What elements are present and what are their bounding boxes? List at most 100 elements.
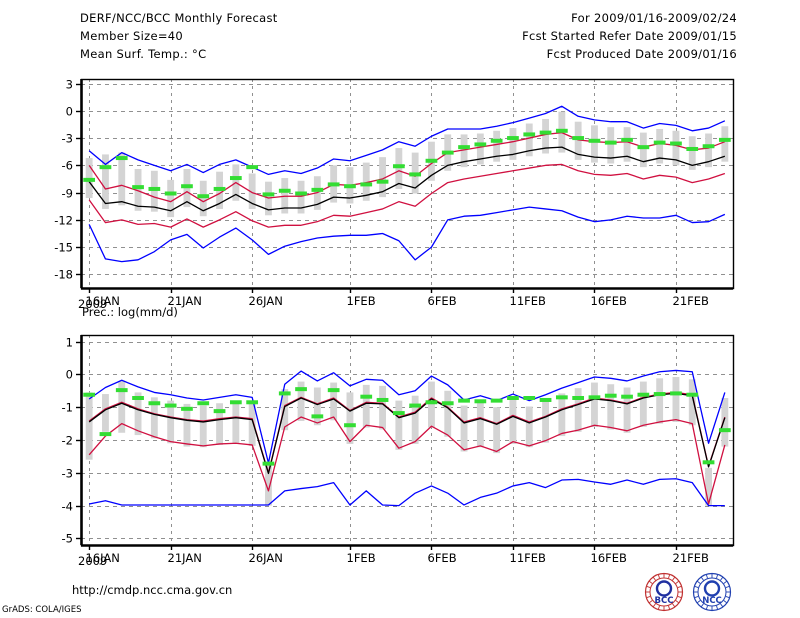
x-tick-label: 21FEB bbox=[673, 294, 710, 308]
spread-bar bbox=[199, 180, 207, 217]
spread-bar bbox=[607, 384, 615, 430]
observed-marker bbox=[604, 140, 617, 145]
logo-wreath-tick bbox=[720, 603, 723, 607]
spread-bar bbox=[656, 378, 664, 424]
logo-wreath-tick bbox=[649, 581, 653, 584]
y-tick-label: -12 bbox=[54, 214, 73, 228]
spread-bar bbox=[623, 387, 631, 433]
logo-wreath-tick bbox=[658, 574, 660, 579]
observed-marker bbox=[148, 401, 161, 406]
y-tick-label: -3 bbox=[62, 132, 73, 146]
spread-bar bbox=[183, 403, 191, 447]
observed-marker bbox=[539, 397, 552, 402]
observed-marker bbox=[278, 391, 291, 396]
observed-marker bbox=[425, 400, 438, 405]
spread-bar bbox=[705, 133, 712, 168]
spread-bar bbox=[411, 395, 419, 444]
logo-mark: BCC bbox=[644, 572, 684, 612]
spread-bar bbox=[476, 401, 484, 448]
spread-bar bbox=[542, 400, 549, 443]
logo-outer-ring bbox=[644, 572, 684, 612]
surface-temperature-markers bbox=[83, 128, 731, 199]
precipitation-plot: 1 0 -1 -2 -3 -4 -5 16JAN 21JAN 26JAN 1FEB 6FEB 11FEB… bbox=[62, 334, 735, 565]
spread-bar bbox=[134, 168, 142, 211]
observed-marker bbox=[344, 184, 356, 189]
logo-inner-ring bbox=[649, 577, 679, 607]
observed-marker bbox=[83, 177, 96, 182]
observed-marker bbox=[507, 136, 519, 141]
observed-marker bbox=[458, 398, 470, 403]
spread-bar bbox=[313, 387, 321, 426]
observed-marker bbox=[686, 146, 699, 151]
spread-bar bbox=[379, 385, 386, 430]
observed-marker bbox=[604, 393, 617, 398]
x-tick-label: 1FEB bbox=[347, 294, 376, 308]
spread-bar bbox=[493, 407, 501, 454]
y-tick-label: 0 bbox=[66, 105, 73, 119]
spread-bar bbox=[167, 179, 175, 218]
x-tick-label: 6FEB bbox=[428, 551, 457, 565]
logo-wreath-tick bbox=[725, 596, 730, 598]
observed-marker bbox=[490, 398, 503, 403]
spread-bar bbox=[672, 377, 680, 422]
x-tick-label: 6FEB bbox=[428, 294, 457, 308]
logo-wreath-tick bbox=[697, 600, 701, 603]
logo-group: BCC NCC bbox=[644, 572, 749, 612]
observed-marker bbox=[637, 392, 650, 397]
spread-bar bbox=[525, 123, 533, 157]
source-url[interactable]: http://cmdp.ncc.cma.gov.cn bbox=[72, 583, 233, 597]
observed-marker bbox=[621, 394, 633, 399]
observed-marker bbox=[637, 145, 650, 150]
y-tick-label: -2 bbox=[62, 434, 73, 448]
logo-wreath-tick bbox=[675, 581, 679, 584]
x-tick-label: 16JAN bbox=[86, 294, 120, 308]
observed-marker bbox=[262, 461, 275, 466]
logo-wreath-tick bbox=[723, 600, 727, 603]
observed-marker bbox=[474, 399, 487, 404]
y-tick-label: 0 bbox=[66, 368, 73, 382]
logo-wreath-tick bbox=[706, 574, 708, 579]
observed-marker bbox=[441, 401, 454, 406]
spread-bar bbox=[591, 125, 598, 163]
surface-temperature-plot: 3 0 -3 -6 -9 -12 -15 -18 16JAN 21JAN 26JAN 1FEB 6FEB… bbox=[54, 78, 735, 308]
precipitation-series-maximum bbox=[88, 369, 726, 464]
logo-wreath-tick bbox=[677, 596, 682, 598]
spread-bar bbox=[362, 162, 370, 201]
x-tick-label: 21JAN bbox=[168, 551, 202, 565]
x-tick-label: 11FEB bbox=[510, 551, 547, 565]
precipitation-series-lower-quartile bbox=[88, 416, 726, 505]
spread-bar bbox=[509, 399, 517, 444]
surface-temperature-series-maximum bbox=[88, 105, 726, 176]
logo-wreath-tick bbox=[720, 577, 723, 581]
bottom-chart-year-label: 2009 bbox=[78, 554, 108, 568]
temperature-units-label: Mean Surf. Temp.: °C bbox=[80, 47, 207, 61]
logo-wreath-tick bbox=[697, 581, 701, 584]
spread-bar bbox=[656, 128, 664, 164]
logo-wreath-tick bbox=[706, 605, 708, 610]
spread-bar bbox=[493, 130, 501, 162]
observed-marker bbox=[686, 392, 699, 397]
spread-bar bbox=[102, 394, 109, 432]
y-tick-label: -9 bbox=[62, 187, 73, 201]
observed-marker bbox=[409, 172, 422, 177]
spread-bar bbox=[248, 173, 256, 209]
logo-wreath-tick bbox=[668, 605, 670, 610]
spread-bar bbox=[118, 152, 126, 206]
surface-temperature-series-lower-quartile bbox=[88, 163, 726, 228]
observed-marker bbox=[99, 432, 112, 437]
spread-bar bbox=[134, 392, 142, 436]
y-tick-label: -4 bbox=[62, 500, 73, 514]
logo-wreath-tick bbox=[646, 586, 651, 588]
x-tick-label: 11FEB bbox=[510, 294, 547, 308]
logo-wreath-tick bbox=[716, 605, 718, 610]
observed-marker bbox=[213, 409, 226, 414]
spread-bar bbox=[509, 128, 517, 160]
logo-wreath-tick bbox=[653, 603, 656, 607]
spread-bar bbox=[395, 148, 403, 189]
x-tick-label: 21FEB bbox=[673, 551, 710, 565]
spread-bar bbox=[248, 403, 256, 446]
observed-marker bbox=[555, 128, 568, 133]
logo-wreath-tick bbox=[701, 603, 704, 607]
forecast-start-date-label: Fcst Started Refer Date 2009/01/15 bbox=[522, 29, 737, 43]
spread-bar bbox=[150, 397, 158, 439]
